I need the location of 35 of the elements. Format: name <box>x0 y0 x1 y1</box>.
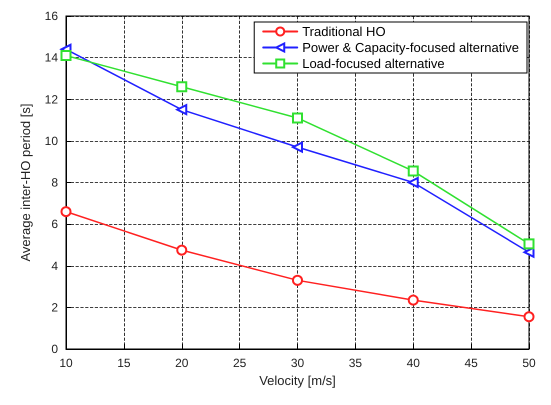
point <box>524 311 534 322</box>
point <box>292 274 303 286</box>
x-tick-label: 20 <box>175 356 189 370</box>
y-tick-label: 6 <box>51 217 58 232</box>
point <box>524 238 534 250</box>
point <box>292 142 303 153</box>
x-tick-label: 25 <box>232 356 247 370</box>
point <box>176 244 188 256</box>
x-axis-title: Velocity [m/s] <box>259 372 336 388</box>
legend-label: Load-focused alternative <box>302 56 445 71</box>
point <box>176 104 188 116</box>
y-tick-label: 8 <box>51 176 58 190</box>
x-tick-label: 40 <box>406 356 420 370</box>
y-tick-label: 2 <box>51 300 58 314</box>
point <box>176 81 188 92</box>
y-tick-label: 12 <box>44 92 58 106</box>
y-axis-title: Average inter-HO period [s] <box>18 104 33 262</box>
point <box>292 112 303 124</box>
point <box>60 50 72 62</box>
x-tick-label: 45 <box>464 356 478 370</box>
legend-label: Traditional HO <box>302 24 386 39</box>
x-tick-label: 30 <box>290 356 304 370</box>
point <box>408 166 419 177</box>
y-tick-label: 16 <box>44 9 58 23</box>
x-tick-label: 50 <box>522 356 536 370</box>
y-tick-label: 0 <box>51 342 58 356</box>
x-tick-label: 35 <box>348 356 362 370</box>
x-tick-label: 15 <box>117 356 131 370</box>
point <box>408 294 419 306</box>
legend-label: Power & Capacity-focused alternative <box>302 40 520 55</box>
y-tick-label: 14 <box>44 50 58 65</box>
y-tick-label: 4 <box>51 258 58 273</box>
y-tick-label: 10 <box>44 134 58 148</box>
point <box>408 177 419 188</box>
point <box>60 206 72 218</box>
